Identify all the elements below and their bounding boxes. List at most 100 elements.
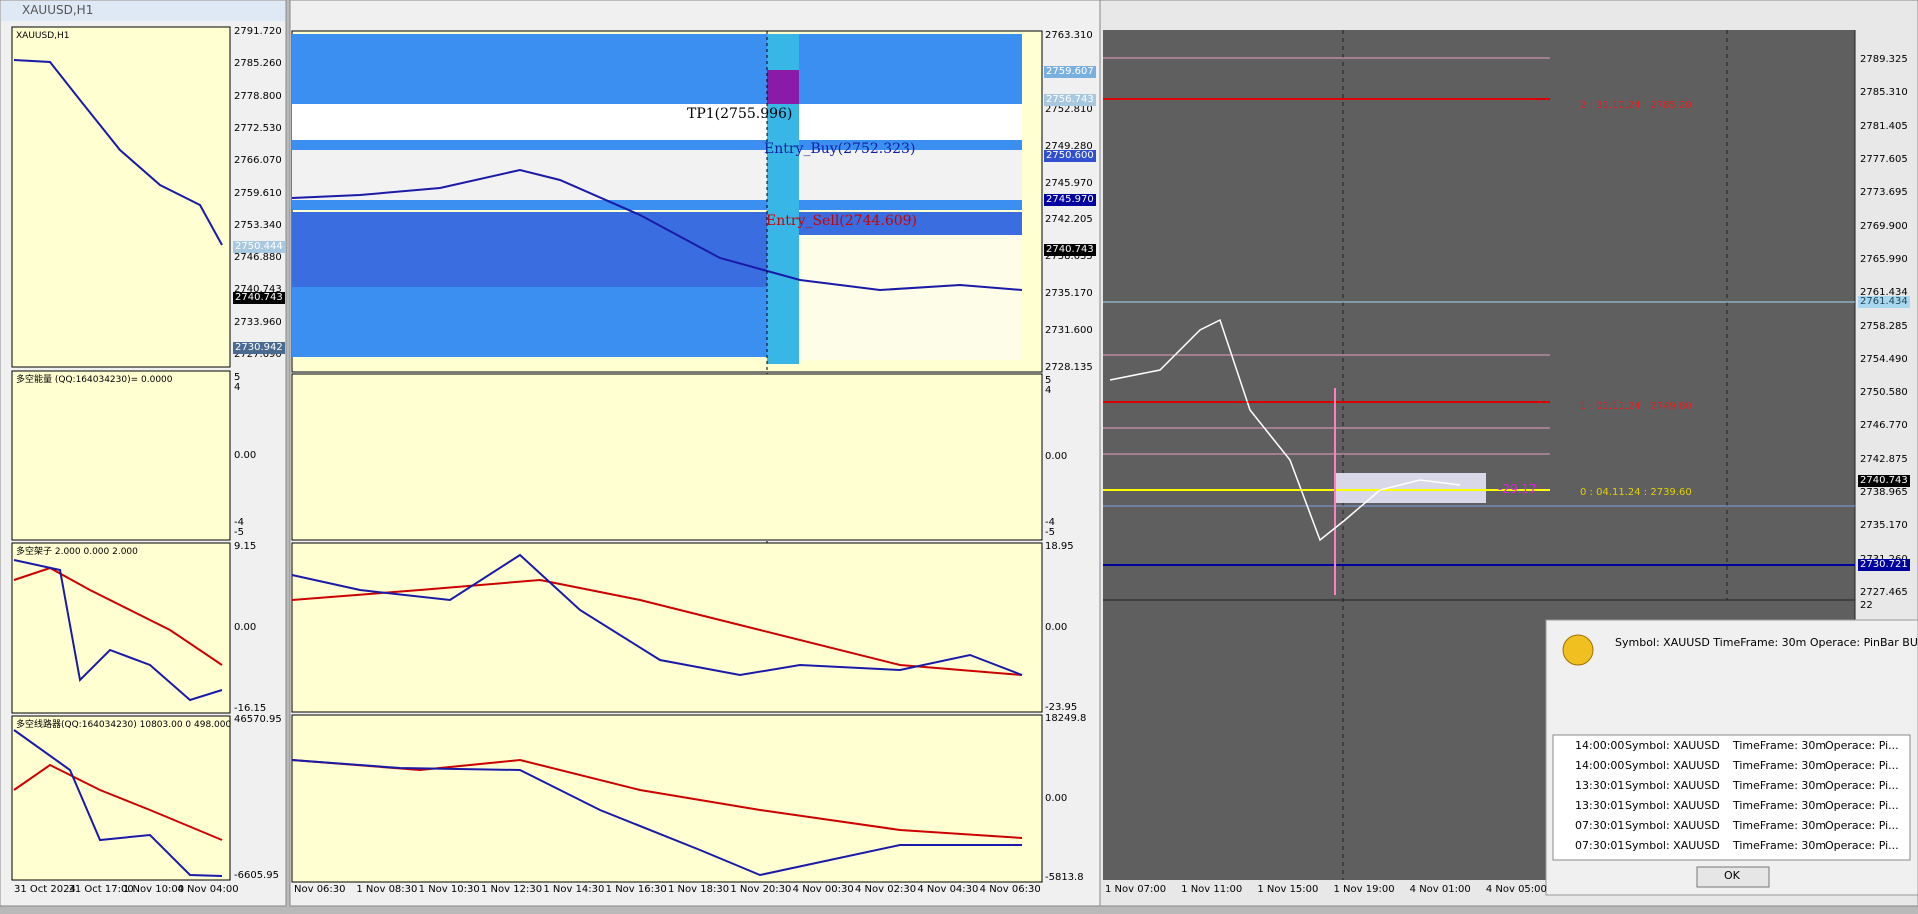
axis-label: 2772.530 xyxy=(234,122,282,134)
alert-cell: Symbol: XAUUSD xyxy=(1625,839,1720,852)
axis-label: 0.00 xyxy=(1045,621,1068,633)
time-label: 1 Nov 07:00 xyxy=(1105,884,1167,895)
alert-cell: Operace: Pi... xyxy=(1825,819,1899,832)
time-label: 4 Nov 02:30 xyxy=(855,884,917,895)
alert-cell: Operace: Pi... xyxy=(1825,839,1899,852)
time-label: Nov 06:30 xyxy=(294,884,346,895)
time-label: 1 Nov 16:30 xyxy=(605,884,667,895)
time-label: 1 Nov 15:00 xyxy=(1257,884,1319,895)
alert-cell: TimeFrame: 30m xyxy=(1733,799,1827,812)
alert-message: Symbol: XAUUSD TimeFrame: 30m Operace: P… xyxy=(1615,636,1918,649)
axis-label: 2758.285 xyxy=(1860,320,1908,332)
time-label: 1 Nov 12:30 xyxy=(481,884,543,895)
price-tag: 2756.743 xyxy=(1044,94,1096,106)
level-label: 1 : 01.11.24 : 2749.80 xyxy=(1580,401,1692,412)
level-label: 2 : 31.10.24 : 2785.20 xyxy=(1580,100,1692,111)
axis-label: 2727.690 xyxy=(234,349,282,360)
window-title: XAUUSD,H1 xyxy=(22,3,94,17)
axis-label: 0.00 xyxy=(234,449,257,461)
axis-label: 2742.205 xyxy=(1045,214,1093,226)
axis-label: 2740.743 xyxy=(234,284,282,296)
time-label: 4 Nov 06:30 xyxy=(979,884,1041,895)
axis-label: 2746.770 xyxy=(1860,420,1908,432)
price-tag: 2740.743 xyxy=(233,292,285,304)
time-label: 1 Nov 08:30 xyxy=(356,884,418,895)
axis-label: 2733.960 xyxy=(234,316,282,328)
axis-label: 2735.170 xyxy=(1045,288,1093,300)
time-label: 1 Nov 20:30 xyxy=(730,884,792,895)
axis-label: 2754.490 xyxy=(1860,353,1908,365)
alert-cell: TimeFrame: 30m xyxy=(1733,739,1827,752)
axis-label: 2745.970 xyxy=(1045,177,1093,189)
price-tag: 2750.444 xyxy=(233,241,285,253)
ok-button[interactable]: OK xyxy=(1724,869,1740,882)
alert-cell: 14:00:00 xyxy=(1575,739,1625,752)
time-label: 31 Oct 17:00 xyxy=(68,884,134,895)
distance-label: -29.17 xyxy=(1498,482,1537,496)
axis-label: 2766.070 xyxy=(234,155,282,167)
indicator-label: 多空架子 2.000 0.000 2.000 xyxy=(16,547,138,557)
axis-label: 2791.720 xyxy=(234,26,282,37)
alert-cell: Operace: Pi... xyxy=(1825,739,1899,752)
time-label: 1 Nov 10:30 xyxy=(418,884,480,895)
indicator-label: 多空能量 (QQ:164034230)= 0.0000 xyxy=(16,375,173,385)
alert-cell: TimeFrame: 30m xyxy=(1733,779,1827,792)
time-label: 1 Nov 14:30 xyxy=(543,884,605,895)
axis-label: -16.15 xyxy=(234,703,267,714)
axis-label: -5 xyxy=(1045,526,1055,538)
alert-cell: Operace: Pi... xyxy=(1825,799,1899,812)
alert-cell: Operace: Pi... xyxy=(1825,779,1899,792)
axis-label: 2785.310 xyxy=(1860,87,1908,99)
axis-label: 2781.405 xyxy=(1860,120,1908,132)
time-label: 1 Nov 11:00 xyxy=(1181,884,1243,895)
alert-cell: TimeFrame: 30m xyxy=(1733,759,1827,772)
time-label: 4 Nov 04:30 xyxy=(917,884,979,895)
axis-label: 4 xyxy=(1045,384,1052,396)
axis-label: -4 xyxy=(1045,517,1055,529)
axis-label: 2785.260 xyxy=(234,58,282,70)
axis-label: 2738.965 xyxy=(1860,487,1908,499)
axis-label: 5 xyxy=(1045,375,1052,387)
alert-cell: 14:00:00 xyxy=(1575,759,1625,772)
axis-label: 2765.990 xyxy=(1860,253,1908,265)
axis-label: -23.95 xyxy=(1045,702,1078,713)
symbol-label: XAUUSD,H1 xyxy=(16,31,70,41)
time-label: 4 Nov 01:00 xyxy=(1409,884,1471,895)
axis-label: 0.00 xyxy=(234,622,257,633)
alert-cell: 13:30:01 xyxy=(1575,779,1625,792)
price-tag: 2750.600 xyxy=(1044,150,1096,162)
axis-label: 2731.600 xyxy=(1045,325,1093,337)
axis-label: 2773.695 xyxy=(1860,187,1908,199)
alert-cell: Symbol: XAUUSD xyxy=(1625,779,1720,792)
price-tag: 2745.970 xyxy=(1044,194,1096,206)
alert-cell: 13:30:01 xyxy=(1575,799,1625,812)
axis-label: 5 xyxy=(234,372,241,384)
axis-label: 2742.875 xyxy=(1860,453,1908,465)
alert-cell: TimeFrame: 30m xyxy=(1733,819,1827,832)
time-label: 1 Nov 10:00 xyxy=(123,884,185,895)
axis-label: 2727.465 xyxy=(1860,587,1908,598)
price-tag: 2761.434 xyxy=(1858,296,1910,308)
axis-label: 2750.580 xyxy=(1860,387,1908,399)
annotation: TP1(2755.996) xyxy=(687,106,793,122)
axis-label: 22 xyxy=(1860,600,1873,611)
axis-label: 2752.810 xyxy=(1045,103,1093,115)
axis-label: 4 xyxy=(234,381,241,393)
axis-label: 0.00 xyxy=(1045,451,1068,462)
axis-label: 2753.340 xyxy=(234,219,282,231)
axis-label: 0.00 xyxy=(1045,792,1068,804)
time-label: 1 Nov 19:00 xyxy=(1333,884,1395,895)
axis-label: 18249.8 xyxy=(1045,713,1087,724)
time-label: 1 Nov 18:30 xyxy=(668,884,730,895)
axis-label: -4 xyxy=(234,517,244,529)
annotation: Entry_Sell(2744.609) xyxy=(766,213,918,229)
axis-label: 46570.95 xyxy=(234,714,282,725)
time-label: 4 Nov 04:00 xyxy=(177,884,239,895)
price-tag: 2740.743 xyxy=(1044,244,1096,256)
price-tag: 2730.942 xyxy=(233,342,285,354)
alert-cell: Symbol: XAUUSD xyxy=(1625,819,1720,832)
axis-label: -6605.95 xyxy=(234,870,279,881)
axis-label: 2735.170 xyxy=(1860,520,1908,532)
